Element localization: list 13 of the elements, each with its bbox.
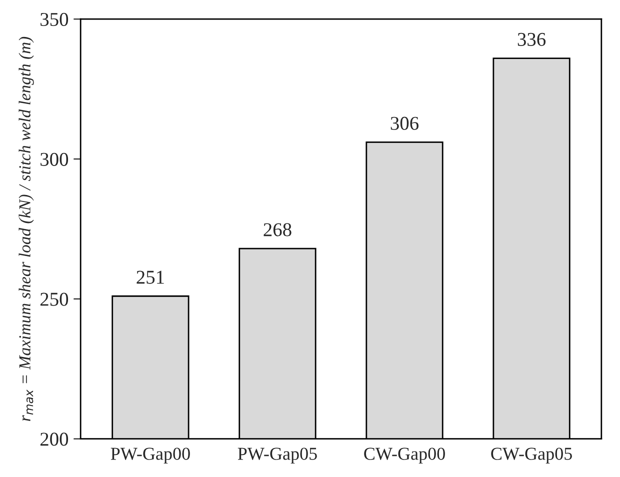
y-axis-title: r$_{max}$ = Maximum shear load (kN) / stitch weld length (m) xyxy=(18,36,34,422)
x-tick-label: PW-Gap05 xyxy=(238,448,317,464)
x-tick-label: CW-Gap05 xyxy=(491,448,572,464)
data-label: 251 xyxy=(136,270,164,284)
y-tick-label: 300 xyxy=(40,152,68,166)
y-tick-label: 350 xyxy=(40,12,68,26)
y-tick-label: 200 xyxy=(40,432,68,446)
y-tick-label: 250 xyxy=(40,292,68,306)
x-tick-label: CW-Gap00 xyxy=(364,448,445,464)
data-label: 268 xyxy=(264,223,292,236)
x-tick-label: PW-Gap00 xyxy=(110,448,190,464)
data-label: 336 xyxy=(518,32,546,46)
data-label: 306 xyxy=(390,116,419,130)
